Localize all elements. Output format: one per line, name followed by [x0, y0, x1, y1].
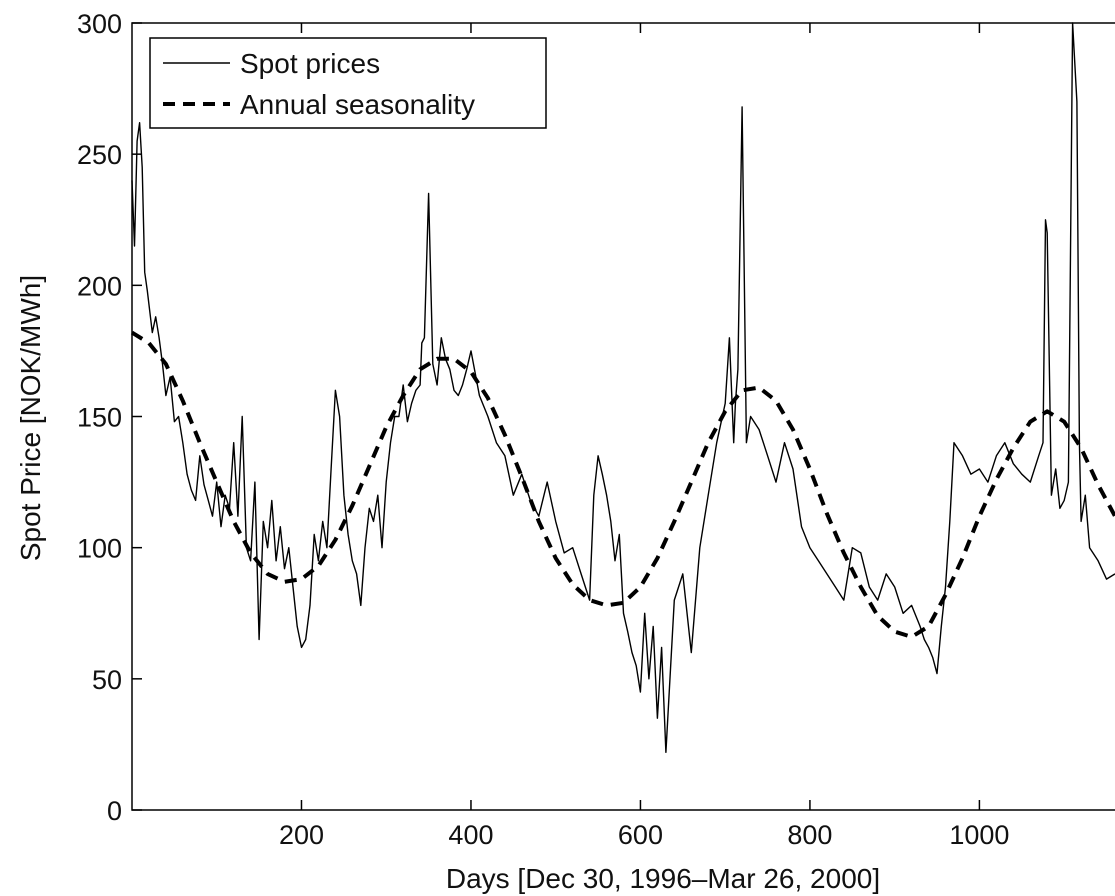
legend-label-annual-seasonality: Annual seasonality [240, 89, 475, 120]
legend: Spot prices Annual seasonality [149, 37, 547, 129]
y-tick-label: 250 [77, 140, 122, 170]
y-tick-label: 200 [77, 271, 122, 301]
legend-box [149, 37, 547, 129]
y-tick-label: 50 [92, 665, 122, 695]
y-axis-label: Spot Price [NOK/MWh] [15, 275, 46, 561]
x-tick-label: 200 [279, 820, 324, 850]
x-axis-label: Days [Dec 30, 1996–Mar 26, 2000] [446, 863, 880, 894]
y-tick-label: 0 [107, 796, 122, 826]
x-tick-label: 800 [787, 820, 832, 850]
plot-lines [130, 22, 1115, 753]
legend-label-spot-prices: Spot prices [240, 48, 380, 79]
y-tick-label: 150 [77, 403, 122, 433]
y-tick-label: 100 [77, 534, 122, 564]
tick-labels: 200 400 600 800 1000 0 50 100 150 200 250 300 [77, 9, 1010, 850]
series-line-spot-prices [131, 22, 1115, 753]
x-tick-label: 600 [618, 820, 663, 850]
x-tick-label: 1000 [949, 820, 1009, 850]
plot-frame [131, 22, 1115, 811]
y-tick-label: 300 [77, 9, 122, 39]
ticks [132, 22, 981, 811]
series-line-annual-seasonality [130, 330, 1115, 639]
x-tick-label: 400 [448, 820, 493, 850]
